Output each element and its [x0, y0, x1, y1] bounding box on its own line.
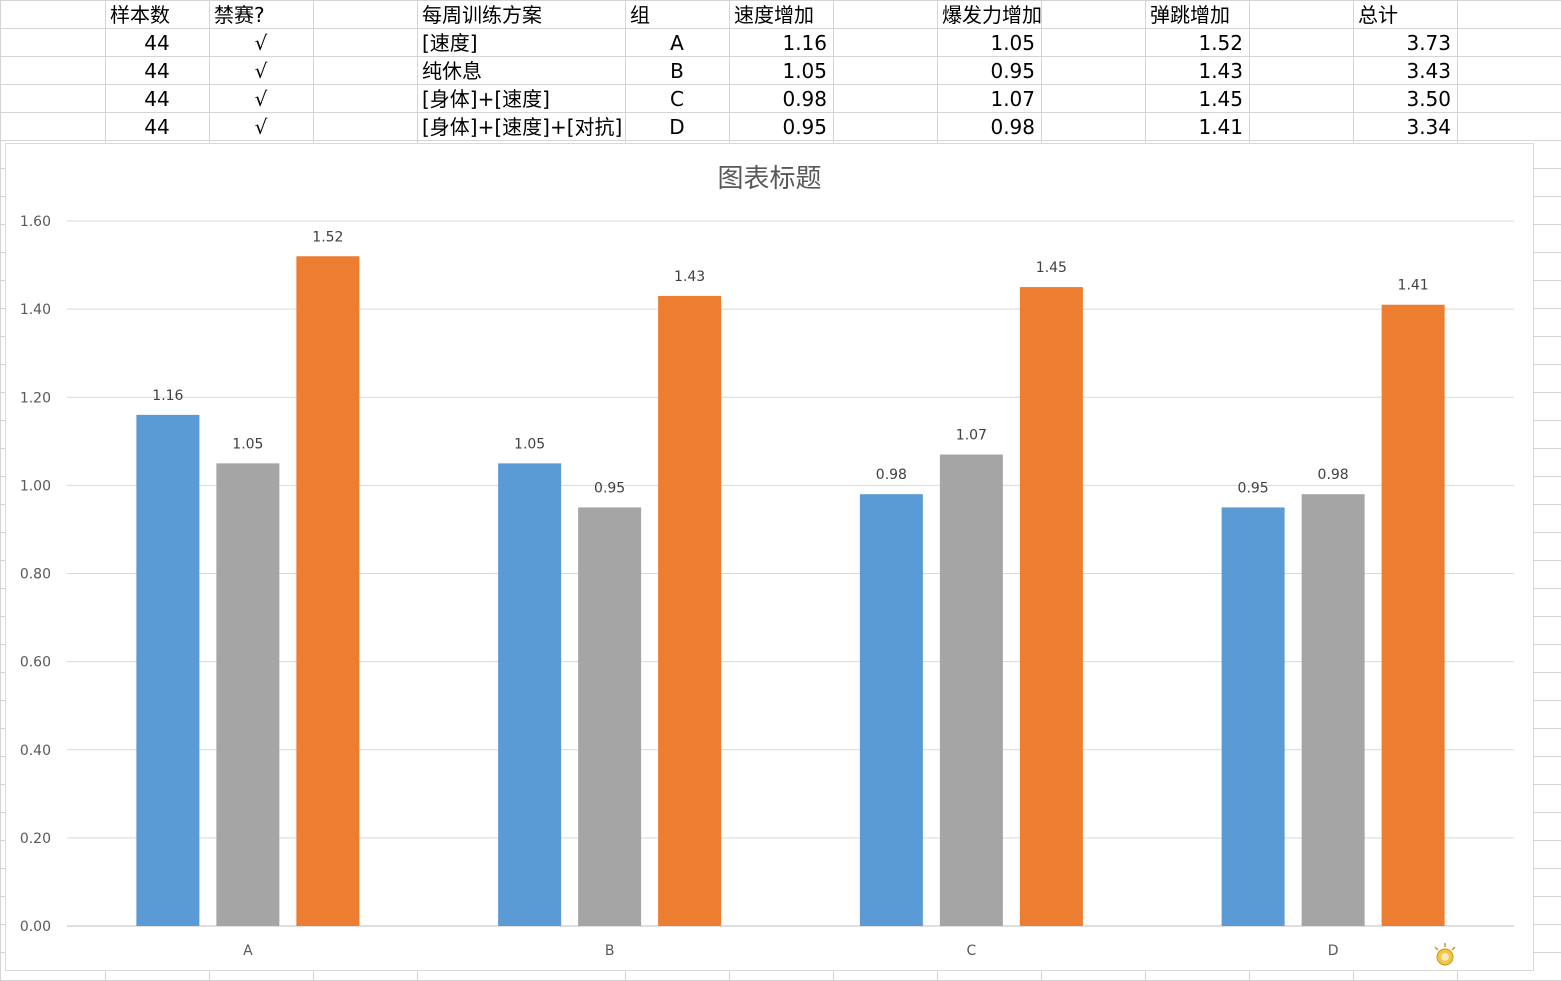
grid-row-line: [0, 0, 1561, 1]
wps-logo-icon: [1434, 943, 1456, 966]
x-tick-label: C: [966, 943, 976, 959]
bar: [1301, 494, 1365, 926]
jump-gain-cell[interactable]: 1.45: [1198, 87, 1243, 111]
power-gain-cell[interactable]: 0.98: [990, 115, 1035, 139]
speed-gain-cell[interactable]: 0.95: [782, 115, 827, 139]
data-label: 0.95: [1238, 480, 1269, 496]
sample-count-cell[interactable]: 44: [144, 115, 170, 139]
power-gain-cell[interactable]: 0.95: [990, 59, 1035, 83]
weekly-plan-cell[interactable]: [身体]+[速度]: [422, 87, 550, 111]
x-tick-label: B: [605, 943, 615, 959]
y-tick-label: 0.40: [20, 743, 51, 759]
chart-title: 图表标题: [717, 164, 822, 194]
jump-gain-header[interactable]: 弹跳增加: [1150, 3, 1230, 27]
weekly-plan-header[interactable]: 每周训练方案: [422, 3, 542, 27]
sample-count-cell[interactable]: 44: [144, 87, 170, 111]
weekly-plan-cell[interactable]: [身体]+[速度]+[对抗]: [422, 115, 623, 139]
data-label: 1.43: [674, 269, 705, 285]
y-tick-label: 0.60: [20, 655, 51, 671]
jump-gain-cell[interactable]: 1.52: [1198, 31, 1243, 55]
bar: [1381, 304, 1445, 926]
bar: [658, 295, 722, 926]
bar: [136, 414, 200, 926]
bar: [578, 507, 642, 926]
bar: [498, 463, 562, 926]
total-cell[interactable]: 3.50: [1406, 87, 1451, 111]
data-label: 1.05: [232, 436, 263, 452]
chart-plot-area: 0.00 0.20 0.40 0.60 0.80 1.00 1.20 1.40 1.60 1.16…: [20, 214, 1514, 959]
y-tick-label: 0.80: [20, 567, 51, 583]
suspended-cell[interactable]: √: [254, 31, 268, 55]
jump-gain-cell[interactable]: 1.41: [1198, 115, 1243, 139]
bar: [1019, 287, 1083, 926]
bar: [939, 454, 1003, 926]
y-tick-label: 1.00: [20, 478, 51, 494]
y-tick-label: 1.60: [20, 214, 51, 230]
power-gain-cell[interactable]: 1.07: [990, 87, 1035, 111]
data-label: 1.45: [1036, 260, 1067, 276]
group-header[interactable]: 组: [630, 3, 650, 27]
x-tick-label: A: [243, 943, 253, 959]
chart[interactable]: 图表标题 0.00 0.20 0.40 0.60 0.80 1.00 1.20 1.40 1.6…: [5, 143, 1534, 971]
grid-row-line: [0, 84, 1561, 85]
grid-row-line: [0, 28, 1561, 29]
data-label: 1.52: [312, 229, 343, 245]
power-gain-header[interactable]: 爆发力增加: [942, 3, 1042, 27]
y-tick-label: 1.20: [20, 390, 51, 406]
speed-gain-cell[interactable]: 0.98: [782, 87, 827, 111]
grid-row-line: [0, 56, 1561, 57]
sample-count-cell[interactable]: 44: [144, 59, 170, 83]
grid-row-line: [0, 140, 1561, 141]
suspended-cell[interactable]: √: [254, 115, 268, 139]
suspended-cell[interactable]: √: [254, 87, 268, 111]
group-cell[interactable]: B: [670, 59, 684, 83]
speed-gain-cell[interactable]: 1.16: [782, 31, 827, 55]
speed-gain-cell[interactable]: 1.05: [782, 59, 827, 83]
x-tick-label: D: [1328, 943, 1339, 959]
sample-count-cell[interactable]: 44: [144, 31, 170, 55]
y-tick-label: 0.20: [20, 831, 51, 847]
group-cell[interactable]: D: [669, 115, 685, 139]
grid-column-line: [0, 0, 1, 981]
weekly-plan-cell[interactable]: 纯休息: [422, 59, 482, 83]
speed-gain-header[interactable]: 速度增加: [734, 3, 814, 27]
data-label: 0.98: [876, 467, 907, 483]
group-cell[interactable]: C: [670, 87, 684, 111]
bar: [296, 256, 360, 926]
total-cell[interactable]: 3.43: [1406, 59, 1451, 83]
suspended-cell[interactable]: √: [254, 59, 268, 83]
total-cell[interactable]: 3.34: [1406, 115, 1451, 139]
y-tick-label: 0.00: [20, 919, 51, 935]
sample-count-header[interactable]: 样本数: [110, 3, 170, 27]
data-label: 1.07: [956, 428, 987, 444]
data-label: 0.95: [594, 480, 625, 496]
bar: [859, 494, 923, 926]
power-gain-cell[interactable]: 1.05: [990, 31, 1035, 55]
grid-row-line: [0, 112, 1561, 113]
data-label: 0.98: [1318, 467, 1349, 483]
weekly-plan-cell[interactable]: [速度]: [422, 31, 478, 55]
data-label: 1.41: [1398, 278, 1429, 294]
suspended-header[interactable]: 禁赛?: [214, 3, 265, 27]
data-label: 1.16: [152, 388, 183, 404]
total-header[interactable]: 总计: [1358, 3, 1398, 27]
bar: [216, 463, 280, 926]
jump-gain-cell[interactable]: 1.43: [1198, 59, 1243, 83]
group-cell[interactable]: A: [670, 31, 684, 55]
total-cell[interactable]: 3.73: [1406, 31, 1451, 55]
bar: [1221, 507, 1285, 926]
data-label: 1.05: [514, 436, 545, 452]
y-tick-label: 1.40: [20, 302, 51, 318]
